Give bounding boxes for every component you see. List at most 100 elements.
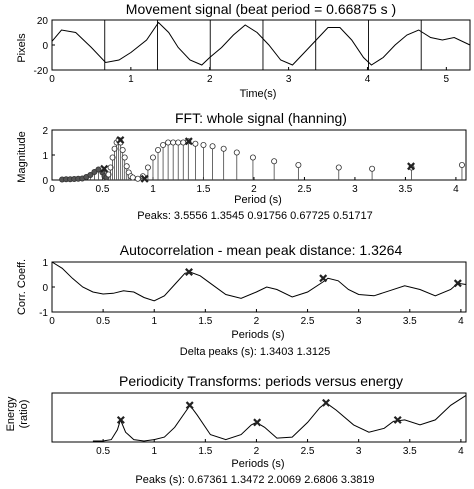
fft-stem-marker	[175, 139, 182, 146]
autocorr-xtick-label: 3.5	[403, 316, 417, 327]
periodicity-peak-x-stroke	[253, 418, 262, 427]
periodicity-xtick-label: 2	[254, 446, 260, 457]
fft-xtick-label: 2.5	[297, 184, 311, 195]
periodicity-peak-marker	[322, 398, 330, 407]
periodicity-peak-marker	[116, 415, 125, 424]
periodicity-peak-x-stroke	[185, 401, 194, 410]
fft-peak-marker	[184, 137, 193, 146]
movement-xtick-label: 4	[365, 74, 371, 85]
periodicity-xtick-label: 2.5	[301, 446, 315, 457]
periodicity-xtick-label: 4	[458, 446, 464, 457]
autocorr-xtick-label: 3	[356, 316, 362, 327]
fft-xlabel: Period (s)	[234, 194, 282, 206]
fft-stem-marker	[220, 145, 227, 152]
fft-ylabel: Magnitude	[16, 131, 28, 182]
movement-xlabel: Time(s)	[240, 88, 277, 100]
fft-stem-marker	[111, 145, 118, 152]
autocorr-title: Autocorrelation - mean peak distance: 1.…	[120, 242, 403, 258]
autocorrelation-panel: Autocorrelation - mean peak distance: 1.…	[16, 242, 467, 358]
fft-stem-marker	[119, 146, 126, 153]
fft-stem-marker	[155, 146, 162, 153]
periodicity-ylabel-line2: (ratio)	[18, 400, 30, 429]
fft-xtick-label: 1.5	[197, 184, 211, 195]
fft-stem-marker	[87, 171, 94, 178]
autocorr-xtick-label: 0.5	[96, 316, 110, 327]
fft-stem-marker	[458, 161, 465, 168]
fft-peak-marker	[100, 164, 109, 173]
fft-stem-marker	[200, 141, 207, 148]
fft-xtick-label: 1	[150, 184, 156, 195]
fft-xtick-label: 0.5	[96, 184, 110, 195]
autocorr-ylabel: Corr. Coeff.	[16, 259, 28, 315]
fft-stem-marker	[271, 158, 278, 165]
autocorr-peak-x-stroke	[453, 279, 462, 288]
movement-xtick-label: 0	[49, 74, 55, 85]
periodicity-axes-frame	[51, 392, 467, 443]
fft-stem-marker	[295, 161, 302, 168]
periodicity-xtick-label: 3.5	[403, 446, 417, 457]
fft-stem-marker	[249, 154, 256, 161]
autocorr-peak-x-stroke	[185, 268, 193, 276]
periodicity-xtick-label: 0.5	[96, 446, 110, 457]
fft-xtick-label: 3.5	[398, 184, 412, 195]
fft-stem-marker	[144, 164, 151, 171]
autocorr-axes-frame	[51, 261, 467, 313]
movement-series-line	[51, 21, 471, 66]
autocorr-series-line	[51, 261, 467, 302]
fft-stem-marker	[165, 139, 172, 146]
periodicity-peaks-annotation: Peaks (s): 0.67361 1.3472 2.0069 2.6806 …	[135, 474, 374, 486]
autocorr-xtick-label: 1.5	[198, 316, 212, 327]
autocorr-xtick-label: 0	[49, 316, 55, 327]
movement-signal-panel: Movement signal (beat period = 0.66875 s…	[16, 1, 471, 100]
fft-stem-marker	[129, 174, 136, 181]
fft-stem-marker	[180, 139, 187, 146]
fft-title: FFT: whole signal (hanning)	[175, 110, 347, 126]
fft-peak-x-stroke	[407, 162, 416, 171]
fft-xtick-label: 0	[49, 184, 55, 195]
periodicity-peak-x-stroke	[116, 415, 125, 424]
periodicity-peak-marker	[253, 418, 262, 427]
fft-stem-marker	[134, 175, 141, 182]
periodicity-xtick-label: 1	[151, 446, 157, 457]
periodicity-panel: Periodicity Transforms: periods versus e…	[5, 373, 467, 486]
fft-ytick-label: 0	[42, 176, 48, 187]
fft-stem-marker	[107, 164, 114, 171]
fft-stem-marker	[160, 141, 167, 148]
fft-xtick-label: 4	[453, 184, 459, 195]
autocorr-ytick-label: -1	[39, 308, 48, 319]
fft-stem-marker	[123, 163, 130, 170]
periodicity-series-line	[92, 394, 467, 442]
movement-ytick-label: 20	[37, 16, 49, 27]
periodicity-xlabel: Periods (s)	[231, 458, 284, 470]
periodicity-peak-marker	[393, 415, 402, 424]
autocorr-ytick-label: 1	[42, 258, 48, 269]
fft-stem-marker	[95, 166, 102, 173]
fft-stem-marker	[109, 154, 116, 161]
autocorr-peak-marker	[185, 268, 193, 276]
periodicity-title: Periodicity Transforms: periods versus e…	[119, 373, 403, 389]
fft-stem-marker	[369, 165, 376, 172]
fft-xtick-label: 3	[352, 184, 358, 195]
fft-peak-x-stroke	[140, 174, 149, 183]
fft-stem-marker	[170, 139, 177, 146]
periodicity-peak-x-stroke	[322, 398, 330, 407]
autocorr-xtick-label: 2	[254, 316, 260, 327]
periodicity-xtick-label: 1.5	[198, 446, 212, 457]
fft-stem-marker	[149, 154, 156, 161]
movement-ylabel: Pixels	[16, 33, 28, 63]
movement-xtick-label: 1	[128, 74, 134, 85]
fft-peak-marker	[407, 162, 416, 171]
movement-axes-frame	[51, 19, 471, 71]
fft-stem-marker	[105, 171, 112, 178]
fft-panel: FFT: whole signal (hanning) Magnitude Pe…	[16, 110, 467, 222]
periodicity-xtick-label: 3	[356, 446, 362, 457]
fft-peaks-annotation: Peaks: 3.5556 1.3545 0.91756 0.67725 0.5…	[137, 210, 373, 222]
autocorr-xtick-label: 2.5	[301, 316, 315, 327]
fft-stem-marker	[209, 143, 216, 150]
movement-ytick-label: 0	[42, 41, 48, 52]
autocorr-xtick-label: 1	[151, 316, 157, 327]
autocorr-delta-annotation: Delta peaks (s): 1.3403 1.3125	[180, 346, 330, 358]
movement-ytick-label: -20	[34, 66, 49, 77]
autocorr-peak-marker	[319, 274, 328, 283]
